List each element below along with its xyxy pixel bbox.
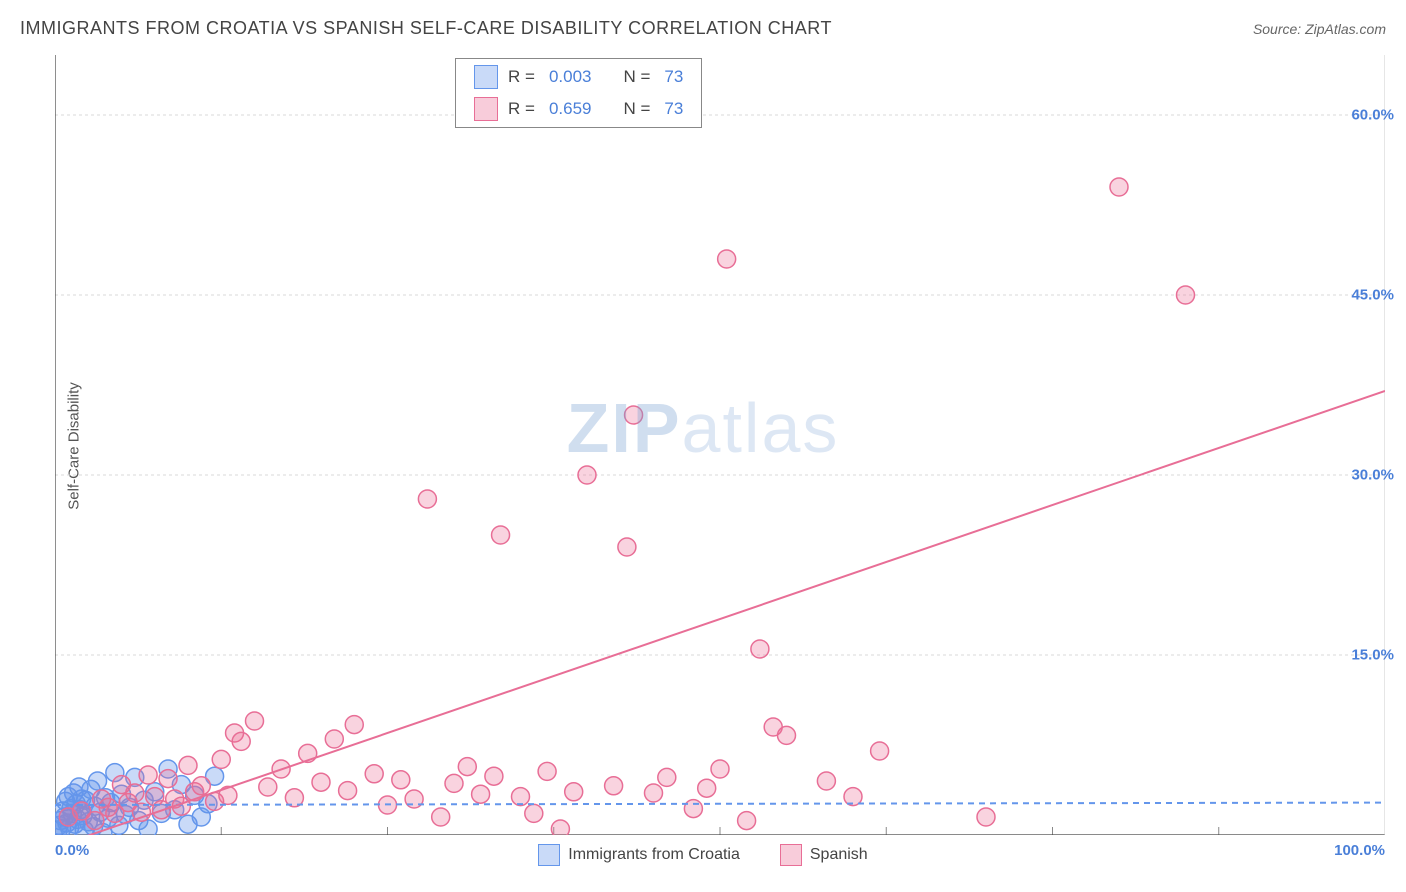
legend-n-val: 73 bbox=[664, 99, 683, 119]
swatch-icon bbox=[474, 65, 498, 89]
swatch-icon bbox=[474, 97, 498, 121]
chart-title: IMMIGRANTS FROM CROATIA VS SPANISH SELF-… bbox=[20, 18, 832, 39]
y-axis-tick-labels: 15.0% 30.0% 45.0% 60.0% bbox=[1334, 55, 1394, 835]
y-tick-label: 30.0% bbox=[1351, 467, 1394, 484]
legend-r-label: R = bbox=[508, 99, 535, 119]
plot-area bbox=[55, 55, 1385, 835]
chart-source: Source: ZipAtlas.com bbox=[1253, 21, 1386, 37]
x-axis-tick-labels: 0.0% 100.0% bbox=[55, 842, 1385, 872]
x-tick-label: 0.0% bbox=[55, 842, 89, 859]
legend-correlation: R = 0.003 N = 73 R = 0.659 N = 73 bbox=[455, 58, 702, 128]
legend-row: R = 0.003 N = 73 bbox=[456, 61, 701, 93]
chart-header: IMMIGRANTS FROM CROATIA VS SPANISH SELF-… bbox=[20, 18, 1386, 39]
y-tick-label: 45.0% bbox=[1351, 287, 1394, 304]
scatter-svg bbox=[55, 55, 1385, 835]
x-tick-label: 100.0% bbox=[1334, 842, 1385, 859]
legend-r-val: 0.003 bbox=[549, 67, 592, 87]
y-tick-label: 15.0% bbox=[1351, 647, 1394, 664]
legend-r-label: R = bbox=[508, 67, 535, 87]
legend-n-label: N = bbox=[623, 99, 650, 119]
legend-n-label: N = bbox=[623, 67, 650, 87]
legend-n-val: 73 bbox=[664, 67, 683, 87]
y-tick-label: 60.0% bbox=[1351, 107, 1394, 124]
legend-row: R = 0.659 N = 73 bbox=[456, 93, 701, 125]
legend-r-val: 0.659 bbox=[549, 99, 592, 119]
